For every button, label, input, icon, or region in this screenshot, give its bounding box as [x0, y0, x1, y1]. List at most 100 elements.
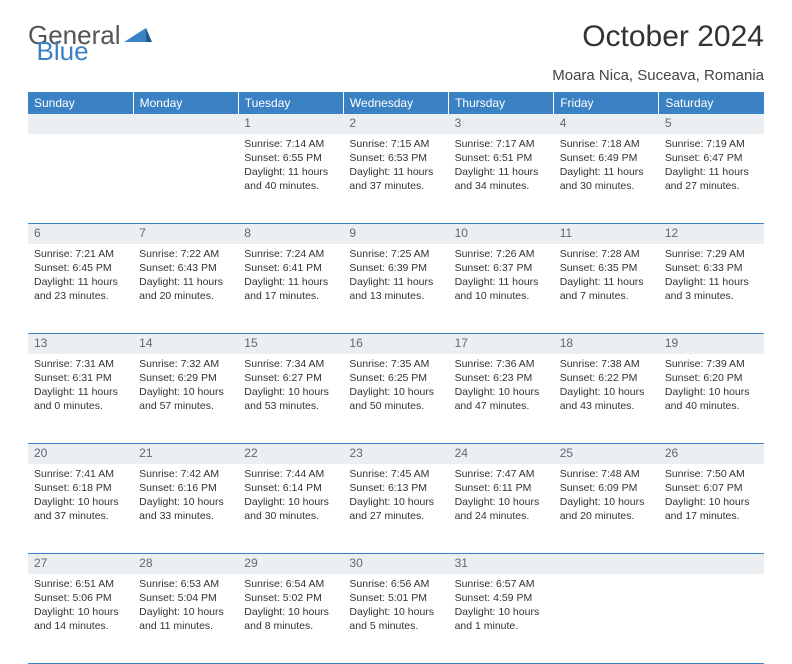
sunset-text: Sunset: 5:04 PM — [139, 591, 232, 605]
sunset-text: Sunset: 6:11 PM — [455, 481, 548, 495]
sunset-text: Sunset: 6:45 PM — [34, 261, 127, 275]
daylight-text: and 14 minutes. — [34, 619, 127, 633]
day-number: 5 — [659, 114, 764, 134]
daylight-text: and 24 minutes. — [455, 509, 548, 523]
day-cell: Sunrise: 7:50 AMSunset: 6:07 PMDaylight:… — [659, 464, 764, 554]
day-content: Sunrise: 7:35 AMSunset: 6:25 PMDaylight:… — [343, 354, 448, 420]
day-content: Sunrise: 6:57 AMSunset: 4:59 PMDaylight:… — [449, 574, 554, 640]
day-content: Sunrise: 7:41 AMSunset: 6:18 PMDaylight:… — [28, 464, 133, 530]
sunrise-text: Sunrise: 7:17 AM — [455, 137, 548, 151]
daylight-text: Daylight: 11 hours — [244, 275, 337, 289]
daylight-text: and 20 minutes. — [139, 289, 232, 303]
daylight-text: Daylight: 10 hours — [34, 495, 127, 509]
day-cell: Sunrise: 7:25 AMSunset: 6:39 PMDaylight:… — [343, 244, 448, 334]
day-number: 17 — [449, 334, 554, 354]
day-number: 28 — [133, 554, 238, 574]
daylight-text: and 40 minutes. — [665, 399, 758, 413]
weekday-header: Tuesday — [238, 92, 343, 114]
weekday-header: Friday — [554, 92, 659, 114]
sunset-text: Sunset: 6:55 PM — [244, 151, 337, 165]
sunrise-text: Sunrise: 7:41 AM — [34, 467, 127, 481]
day-number: 13 — [28, 334, 133, 354]
day-content: Sunrise: 7:29 AMSunset: 6:33 PMDaylight:… — [659, 244, 764, 310]
week-row: Sunrise: 7:14 AMSunset: 6:55 PMDaylight:… — [28, 134, 764, 224]
sunset-text: Sunset: 6:23 PM — [455, 371, 548, 385]
daylight-text: and 13 minutes. — [349, 289, 442, 303]
sunset-text: Sunset: 6:51 PM — [455, 151, 548, 165]
daylight-text: and 17 minutes. — [665, 509, 758, 523]
day-cell: Sunrise: 6:51 AMSunset: 5:06 PMDaylight:… — [28, 574, 133, 664]
sunset-text: Sunset: 6:07 PM — [665, 481, 758, 495]
sunrise-text: Sunrise: 7:47 AM — [455, 467, 548, 481]
sunrise-text: Sunrise: 6:53 AM — [139, 577, 232, 591]
day-cell: Sunrise: 7:38 AMSunset: 6:22 PMDaylight:… — [554, 354, 659, 444]
sunrise-text: Sunrise: 7:24 AM — [244, 247, 337, 261]
day-number: 30 — [343, 554, 448, 574]
week-row: Sunrise: 7:41 AMSunset: 6:18 PMDaylight:… — [28, 464, 764, 554]
daylight-text: Daylight: 10 hours — [560, 385, 653, 399]
daylight-text: Daylight: 11 hours — [349, 275, 442, 289]
daylight-text: and 1 minute. — [455, 619, 548, 633]
sunset-text: Sunset: 6:35 PM — [560, 261, 653, 275]
day-number: 4 — [554, 114, 659, 134]
day-number: 25 — [554, 444, 659, 464]
daylight-text: and 47 minutes. — [455, 399, 548, 413]
day-content: Sunrise: 7:26 AMSunset: 6:37 PMDaylight:… — [449, 244, 554, 310]
daylight-text: Daylight: 10 hours — [244, 385, 337, 399]
sunrise-text: Sunrise: 7:35 AM — [349, 357, 442, 371]
daylight-text: Daylight: 10 hours — [455, 495, 548, 509]
sunrise-text: Sunrise: 7:50 AM — [665, 467, 758, 481]
day-number: 1 — [238, 114, 343, 134]
day-cell: Sunrise: 7:15 AMSunset: 6:53 PMDaylight:… — [343, 134, 448, 224]
daylight-text: and 5 minutes. — [349, 619, 442, 633]
daylight-text: and 0 minutes. — [34, 399, 127, 413]
day-number: 26 — [659, 444, 764, 464]
sunset-text: Sunset: 6:09 PM — [560, 481, 653, 495]
day-content: Sunrise: 7:28 AMSunset: 6:35 PMDaylight:… — [554, 244, 659, 310]
daylight-text: and 27 minutes. — [349, 509, 442, 523]
sunrise-text: Sunrise: 7:29 AM — [665, 247, 758, 261]
daylight-text: and 33 minutes. — [139, 509, 232, 523]
day-number-empty — [554, 554, 659, 574]
daylight-text: and 40 minutes. — [244, 179, 337, 193]
sunset-text: Sunset: 5:01 PM — [349, 591, 442, 605]
day-cell: Sunrise: 6:54 AMSunset: 5:02 PMDaylight:… — [238, 574, 343, 664]
sunset-text: Sunset: 6:29 PM — [139, 371, 232, 385]
day-cell: Sunrise: 7:45 AMSunset: 6:13 PMDaylight:… — [343, 464, 448, 554]
day-content: Sunrise: 7:19 AMSunset: 6:47 PMDaylight:… — [659, 134, 764, 200]
day-content: Sunrise: 7:47 AMSunset: 6:11 PMDaylight:… — [449, 464, 554, 530]
daylight-text: and 7 minutes. — [560, 289, 653, 303]
week-row: Sunrise: 6:51 AMSunset: 5:06 PMDaylight:… — [28, 574, 764, 664]
day-cell: Sunrise: 6:53 AMSunset: 5:04 PMDaylight:… — [133, 574, 238, 664]
sunrise-text: Sunrise: 7:18 AM — [560, 137, 653, 151]
daylight-text: Daylight: 10 hours — [34, 605, 127, 619]
daylight-text: Daylight: 10 hours — [139, 495, 232, 509]
sunset-text: Sunset: 6:47 PM — [665, 151, 758, 165]
day-content: Sunrise: 7:38 AMSunset: 6:22 PMDaylight:… — [554, 354, 659, 420]
sunset-text: Sunset: 5:02 PM — [244, 591, 337, 605]
daynum-row: 2728293031 — [28, 554, 764, 574]
sunset-text: Sunset: 6:37 PM — [455, 261, 548, 275]
sunset-text: Sunset: 6:13 PM — [349, 481, 442, 495]
sunrise-text: Sunrise: 7:44 AM — [244, 467, 337, 481]
day-cell: Sunrise: 7:47 AMSunset: 6:11 PMDaylight:… — [449, 464, 554, 554]
day-number: 16 — [343, 334, 448, 354]
day-content: Sunrise: 7:22 AMSunset: 6:43 PMDaylight:… — [133, 244, 238, 310]
day-cell: Sunrise: 7:22 AMSunset: 6:43 PMDaylight:… — [133, 244, 238, 334]
day-cell: Sunrise: 7:48 AMSunset: 6:09 PMDaylight:… — [554, 464, 659, 554]
day-cell: Sunrise: 7:28 AMSunset: 6:35 PMDaylight:… — [554, 244, 659, 334]
sunset-text: Sunset: 4:59 PM — [455, 591, 548, 605]
daylight-text: and 23 minutes. — [34, 289, 127, 303]
page-title: October 2024 — [582, 20, 764, 54]
daylight-text: and 11 minutes. — [139, 619, 232, 633]
day-number: 14 — [133, 334, 238, 354]
day-content: Sunrise: 7:32 AMSunset: 6:29 PMDaylight:… — [133, 354, 238, 420]
day-number: 31 — [449, 554, 554, 574]
sunrise-text: Sunrise: 7:15 AM — [349, 137, 442, 151]
daylight-text: and 3 minutes. — [665, 289, 758, 303]
daylight-text: and 53 minutes. — [244, 399, 337, 413]
daylight-text: Daylight: 10 hours — [560, 495, 653, 509]
daylight-text: Daylight: 11 hours — [34, 385, 127, 399]
weekday-header: Sunday — [28, 92, 133, 114]
weekday-header-row: Sunday Monday Tuesday Wednesday Thursday… — [28, 92, 764, 114]
